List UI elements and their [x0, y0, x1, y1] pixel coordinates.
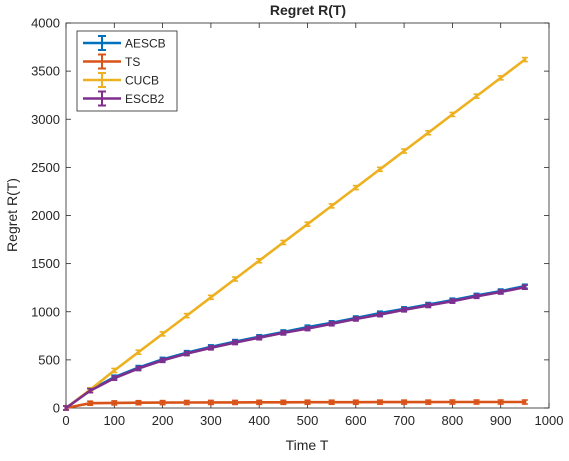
data-point: [305, 400, 310, 404]
data-point: [88, 389, 92, 393]
data-point: [499, 290, 503, 294]
legend: AESCB TS CUCB ESCB2: [76, 30, 178, 112]
x-tick-label: 100: [103, 413, 125, 428]
x-tick-label: 500: [297, 413, 319, 428]
x-tick-label: 300: [200, 413, 222, 428]
data-point: [523, 285, 527, 289]
x-tick-label: 200: [152, 413, 174, 428]
x-tick-label: 600: [345, 413, 367, 428]
data-point: [450, 299, 454, 303]
data-point: [426, 131, 430, 135]
data-point: [305, 222, 310, 226]
y-axis-label: Regret R(T): [4, 178, 20, 252]
data-point: [426, 303, 430, 308]
x-axis-label: Time T: [286, 437, 329, 453]
data-point: [209, 346, 213, 350]
x-tick-label: 800: [442, 413, 464, 428]
data-point: [112, 401, 116, 405]
data-point: [185, 352, 189, 356]
legend-label: TS: [125, 55, 140, 69]
data-point: [354, 400, 358, 404]
data-point: [185, 400, 189, 405]
x-tick-label: 1000: [535, 413, 564, 428]
legend-label: CUCB: [125, 74, 159, 88]
data-point: [257, 336, 261, 340]
data-point: [185, 314, 189, 318]
data-point: [112, 368, 116, 373]
data-point: [257, 259, 261, 263]
data-point: [161, 401, 165, 405]
data-point: [233, 340, 237, 345]
data-point: [426, 400, 430, 404]
data-point: [257, 400, 261, 404]
data-point: [136, 350, 141, 354]
data-point: [209, 295, 213, 299]
legend-label: AESCB: [125, 37, 166, 51]
data-point: [330, 322, 334, 326]
data-point: [88, 401, 92, 405]
data-point: [474, 400, 479, 404]
data-point: [209, 400, 213, 405]
x-tick-label: 700: [393, 413, 415, 428]
data-point: [281, 240, 285, 245]
y-tick-label: 500: [38, 352, 60, 367]
y-tick-label: 2000: [31, 208, 60, 223]
data-point: [354, 185, 358, 190]
data-point: [450, 400, 454, 404]
data-point: [523, 400, 527, 404]
x-tick-label: 400: [248, 413, 270, 428]
data-point: [499, 76, 503, 80]
data-point: [233, 400, 237, 405]
data-point: [281, 331, 285, 335]
series-line-escb2: [65, 285, 526, 410]
y-tick-label: 3500: [31, 64, 60, 79]
data-point: [474, 94, 479, 98]
data-point: [136, 401, 141, 405]
data-point: [64, 406, 68, 410]
x-tick-label: 0: [62, 413, 69, 428]
data-point: [402, 308, 406, 312]
y-tick-label: 1500: [31, 256, 60, 271]
data-point: [330, 204, 334, 208]
legend-label: ESCB2: [125, 92, 165, 106]
data-point: [499, 400, 503, 404]
data-point: [378, 167, 382, 171]
data-point: [450, 112, 454, 117]
y-tick-label: 2500: [31, 160, 60, 175]
data-point: [354, 317, 358, 321]
data-point: [330, 400, 334, 404]
y-tick-label: 0: [53, 401, 60, 416]
y-tick-label: 4000: [31, 16, 60, 31]
y-tick-label: 1000: [31, 304, 60, 319]
series-line-cucb: [65, 58, 526, 410]
data-point: [378, 313, 382, 317]
data-point: [161, 332, 165, 336]
data-point: [161, 358, 165, 362]
data-point: [305, 326, 310, 331]
data-point: [233, 277, 237, 281]
data-point: [474, 294, 479, 298]
data-point: [402, 400, 406, 404]
chart-title: Regret R(T): [270, 2, 346, 18]
y-tick-label: 3000: [31, 112, 60, 127]
data-point: [281, 400, 285, 404]
series-line-ts: [65, 400, 525, 410]
data-point: [402, 149, 406, 153]
data-point: [112, 376, 116, 380]
data-point: [136, 366, 141, 371]
x-tick-label: 900: [490, 413, 512, 428]
data-point: [523, 57, 527, 62]
data-point: [378, 400, 382, 404]
